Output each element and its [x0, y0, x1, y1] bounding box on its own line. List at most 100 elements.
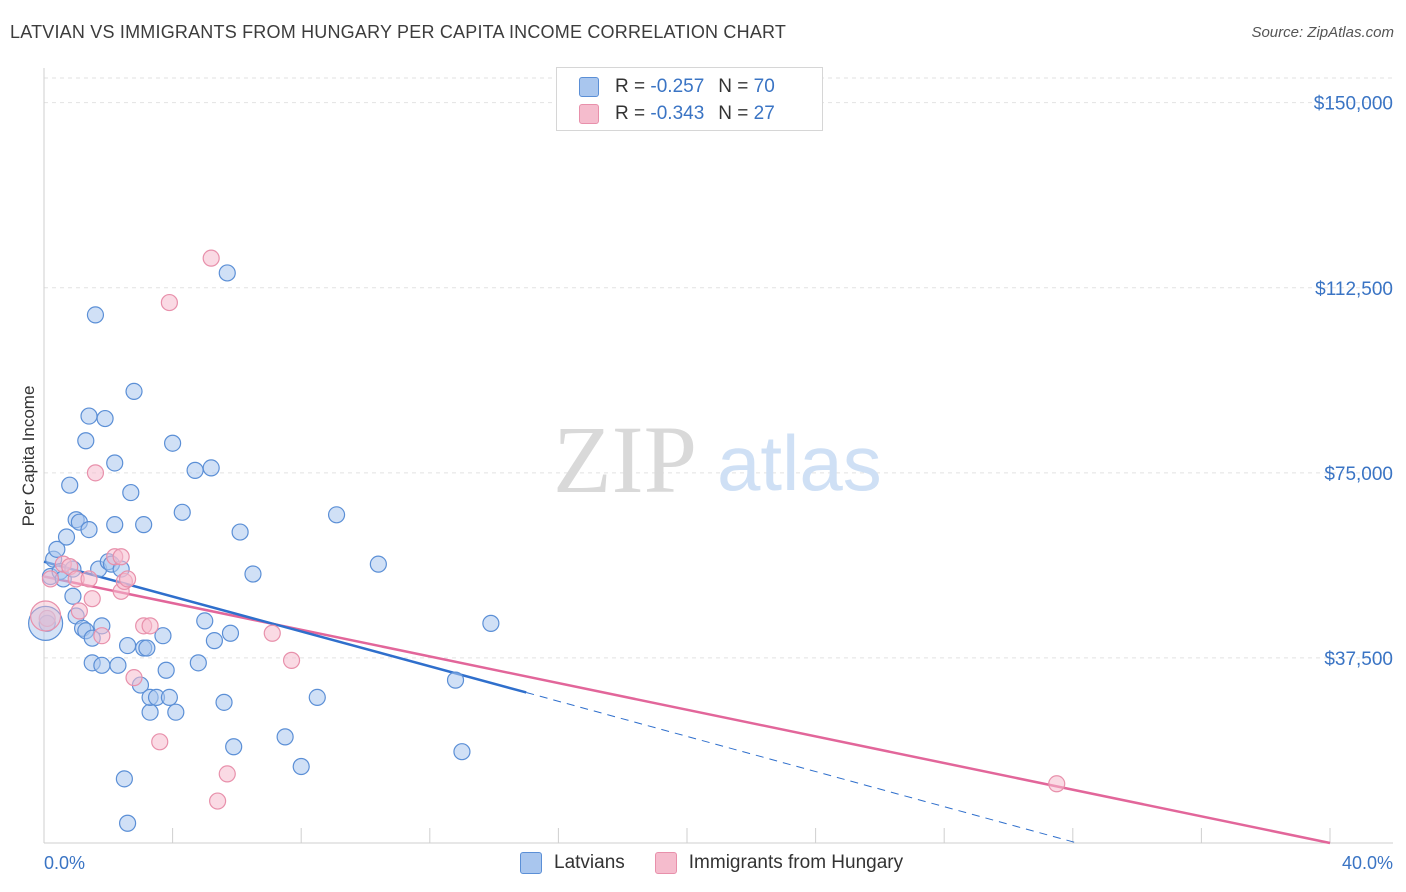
point-hungary-cluster — [30, 600, 62, 632]
data-points — [28, 249, 1066, 832]
point-latvians — [482, 614, 500, 632]
point-latvians — [106, 516, 124, 534]
legend-swatch-pink — [579, 104, 599, 124]
point-latvians — [369, 555, 387, 573]
point-latvians — [231, 523, 249, 541]
point-latvians — [453, 743, 471, 761]
point-latvians-cluster — [28, 605, 64, 641]
trend-line-hungary — [43, 575, 1331, 845]
point-latvians — [109, 656, 127, 674]
point-hungary — [218, 765, 236, 783]
point-latvians — [141, 703, 159, 721]
legend-label-hungary: Immigrants from Hungary — [688, 852, 904, 873]
point-latvians — [196, 612, 214, 630]
axes — [43, 68, 1393, 844]
watermark-atlas: atlas — [717, 419, 882, 507]
trend-line-latvians-extension — [526, 691, 1078, 844]
point-latvians — [218, 264, 236, 282]
point-hungary — [112, 548, 130, 566]
point-hungary — [1048, 775, 1066, 793]
watermark: ZIP atlas — [553, 406, 882, 513]
point-hungary — [202, 249, 220, 267]
trend-lines — [43, 560, 1331, 845]
point-hungary — [93, 627, 111, 645]
point-latvians — [57, 528, 76, 546]
legend-row-hungary: R = -0.343 N = 27 — [579, 102, 775, 126]
legend-item-hungary[interactable]: Immigrants from Hungary — [654, 852, 904, 874]
legend-n-value: 27 — [753, 103, 775, 124]
point-latvians — [86, 306, 105, 324]
point-hungary — [151, 733, 169, 751]
point-latvians — [189, 654, 207, 672]
point-hungary — [141, 617, 159, 635]
stats-legend: R = -0.257 N = 70 R = -0.343 N = 27 — [556, 67, 823, 131]
legend-n-label: N = — [718, 76, 749, 97]
point-latvians — [205, 632, 223, 650]
point-latvians — [96, 409, 114, 428]
legend-swatch-latvians — [520, 852, 542, 874]
point-latvians — [308, 688, 326, 707]
series-legend: Latvians Immigrants from Hungary — [520, 852, 933, 874]
y-tick-label: $75,000 — [1324, 464, 1393, 485]
point-latvians — [154, 627, 172, 645]
y-tick-label: $112,500 — [1315, 279, 1393, 300]
point-hungary — [80, 570, 98, 588]
point-hungary — [118, 570, 137, 588]
y-tick-labels: $37,500 $75,000 $112,500 $150,000 — [1314, 94, 1393, 670]
point-latvians — [48, 540, 66, 558]
y-axis-label: Per Capita Income — [19, 386, 38, 527]
legend-n-value: 70 — [753, 76, 775, 97]
point-latvians — [215, 693, 233, 711]
legend-n-label: N = — [718, 103, 749, 124]
y-tick-label: $37,500 — [1324, 649, 1393, 670]
point-latvians — [244, 565, 262, 583]
point-latvians — [186, 461, 204, 479]
legend-swatch-blue — [579, 77, 599, 97]
point-latvians — [446, 671, 465, 689]
point-hungary — [160, 293, 178, 312]
legend-swatch-hungary — [654, 852, 677, 874]
legend-row-latvians: R = -0.257 N = 70 — [579, 75, 775, 99]
point-latvians — [61, 476, 79, 494]
point-hungary — [263, 624, 281, 642]
point-hungary — [86, 464, 105, 482]
point-latvians — [106, 454, 124, 472]
point-hungary — [70, 602, 88, 620]
point-latvians — [80, 520, 98, 539]
point-latvians — [135, 516, 153, 534]
point-latvians — [164, 434, 182, 452]
legend-label-latvians: Latvians — [554, 852, 625, 873]
point-latvians — [118, 814, 137, 832]
y-tick-label: $150,000 — [1314, 94, 1393, 115]
source-credit: Source: ZipAtlas.com — [1251, 24, 1394, 41]
point-latvians — [173, 503, 191, 521]
point-latvians — [160, 688, 178, 707]
point-latvians — [292, 757, 310, 776]
legend-r-value: -0.343 — [650, 103, 705, 124]
point-latvians — [221, 624, 240, 642]
point-hungary — [282, 651, 301, 669]
point-hungary — [125, 669, 143, 687]
point-latvians — [122, 483, 140, 502]
point-latvians — [118, 636, 137, 655]
point-latvians — [125, 382, 143, 401]
point-hungary — [41, 570, 60, 588]
chart-title: LATVIAN VS IMMIGRANTS FROM HUNGARY PER C… — [10, 22, 787, 42]
legend-r-label: R = — [615, 76, 646, 97]
point-latvians — [327, 506, 346, 524]
legend-r-value: -0.257 — [650, 76, 705, 97]
point-latvians — [64, 587, 82, 605]
point-latvians — [167, 703, 185, 721]
x-tick-min: 0.0% — [44, 853, 85, 873]
point-latvians — [115, 770, 133, 788]
point-latvians — [77, 432, 95, 450]
x-tick-max: 40.0% — [1342, 853, 1393, 873]
point-latvians — [138, 639, 156, 657]
point-latvians — [80, 407, 98, 425]
point-latvians — [225, 738, 243, 756]
point-latvians — [202, 459, 220, 477]
point-hungary — [83, 590, 101, 608]
legend-item-latvians[interactable]: Latvians — [520, 852, 625, 874]
point-hungary — [209, 792, 227, 810]
